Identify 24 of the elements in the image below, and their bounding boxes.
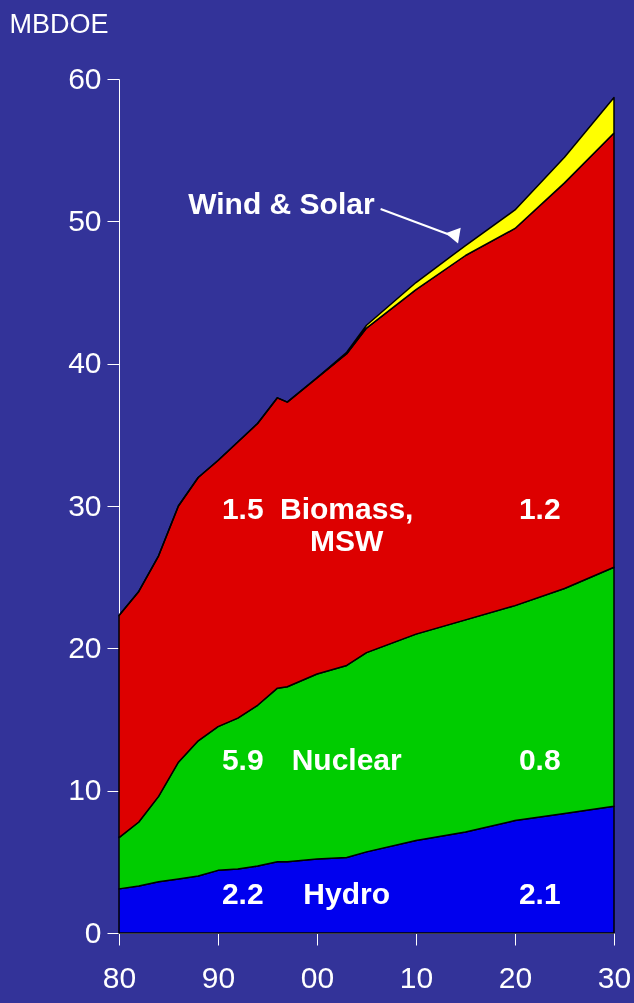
y-tick-label: 10 (68, 773, 102, 807)
series-label: Hydro (303, 877, 391, 911)
series-label: Nuclear (291, 743, 403, 777)
annotation: 1.2 (518, 491, 561, 525)
annotation: 1.5 (221, 491, 264, 525)
y-tick-label: 40 (68, 346, 102, 380)
text: Wind & Solar (188, 186, 375, 220)
series-label: Biomass, MSW (280, 491, 414, 557)
annotation: 5.9 (221, 743, 264, 777)
y-tick-label: 20 (68, 630, 102, 664)
x-tick-label: 30 (597, 960, 632, 994)
x-tick-label: 10 (399, 960, 434, 994)
y-tick-label: 0 (84, 915, 102, 949)
y-tick-label: 50 (68, 203, 102, 237)
x-tick-label: 90 (201, 960, 236, 994)
y-tick-label: 30 (68, 488, 102, 522)
annotation: 0.8 (518, 743, 561, 777)
x-tick-label: 80 (102, 960, 137, 994)
y-tick-label: 60 (68, 61, 102, 95)
annotation: 2.2 (221, 877, 264, 911)
annotation: 2.1 (518, 877, 561, 911)
y-axis-title: MBDOE (9, 8, 109, 39)
x-tick-label: 00 (300, 960, 335, 994)
x-tick-label: 20 (498, 960, 533, 994)
